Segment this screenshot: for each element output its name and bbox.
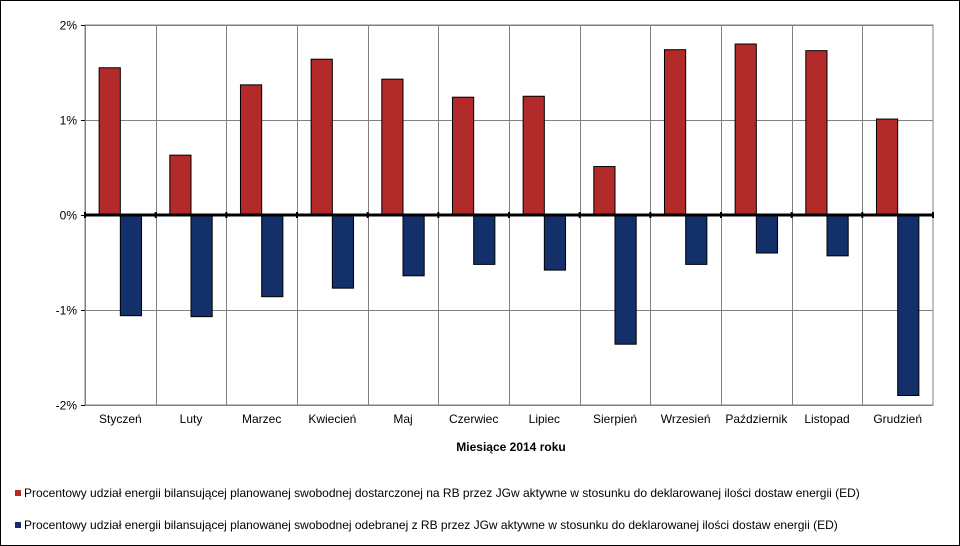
y-tick-label: 2% xyxy=(60,19,78,33)
x-tick-label: Wrzesień xyxy=(661,412,711,426)
bar-series-1-Lipiec xyxy=(522,95,545,216)
bar-series-1-Listopad xyxy=(805,50,828,216)
bar-series-2-Październik xyxy=(755,214,779,254)
bars xyxy=(98,43,920,396)
y-tick-label: 0% xyxy=(60,209,78,223)
axes: 2% 1% 0% -1% -2% Styczeń Luty Marzec Kwiecień Maj… xyxy=(56,19,934,426)
x-tick-label: Listopad xyxy=(804,412,849,426)
bar-series-1-Maj xyxy=(381,78,404,216)
x-axis-label: Miesiące 2014 roku xyxy=(456,440,565,454)
bar-series-2-Lipiec xyxy=(543,214,567,271)
x-tick-label: Październik xyxy=(725,412,788,426)
bar-series-2-Czerwiec xyxy=(473,214,496,265)
legend-label-series-1: Procentowy udział energii bilansującej p… xyxy=(24,486,860,500)
legend-swatch-series-1 xyxy=(15,489,21,496)
legend-item-series-2: Procentowy udział energii bilansującej p… xyxy=(15,518,838,532)
bar-series-2-Sierpień xyxy=(614,214,637,345)
bar-series-1-Wrzesień xyxy=(663,49,687,216)
x-tick-label: Maj xyxy=(393,412,412,426)
x-tick-label: Luty xyxy=(180,412,203,426)
x-tick-label: Kwiecień xyxy=(308,412,356,426)
bar-series-1-Październik xyxy=(734,43,757,216)
bar-series-2-Maj xyxy=(402,214,425,277)
bar-series-2-Styczeń xyxy=(119,214,143,317)
x-tick-label: Lipiec xyxy=(529,412,560,426)
bar-series-1-Styczeń xyxy=(98,67,121,216)
bar-series-1-Sierpień xyxy=(593,166,616,216)
bar-series-1-Marzec xyxy=(239,84,263,216)
bar-series-2-Wrzesień xyxy=(685,214,708,265)
bar-series-2-Grudzień xyxy=(897,214,920,396)
x-tick-label: Sierpień xyxy=(593,412,637,426)
y-tick-label: -1% xyxy=(56,304,78,318)
x-tick-label: Czerwiec xyxy=(449,412,498,426)
legend-swatch-series-2 xyxy=(15,521,21,528)
x-tick-label: Styczeń xyxy=(99,412,142,426)
bar-series-2-Kwiecień xyxy=(331,214,355,289)
bar-series-2-Listopad xyxy=(826,214,849,257)
y-tick-label: 1% xyxy=(60,114,78,128)
bar-series-2-Luty xyxy=(190,214,213,318)
x-tick-label: Grudzień xyxy=(873,412,922,426)
legend-item-series-1: Procentowy udział energii bilansującej p… xyxy=(15,486,860,500)
y-tick-label: -2% xyxy=(56,399,78,413)
bar-series-2-Marzec xyxy=(261,214,284,298)
x-tick-label: Marzec xyxy=(242,412,281,426)
bar-series-1-Kwiecień xyxy=(310,58,333,216)
bar-series-1-Luty xyxy=(169,154,192,216)
bar-series-1-Czerwiec xyxy=(451,96,475,216)
bar-series-1-Grudzień xyxy=(875,118,899,216)
legend-label-series-2: Procentowy udział energii bilansującej p… xyxy=(24,518,838,532)
bar-chart: 2% 1% 0% -1% -2% Styczeń Luty Marzec Kwiecień Maj… xyxy=(56,19,934,454)
